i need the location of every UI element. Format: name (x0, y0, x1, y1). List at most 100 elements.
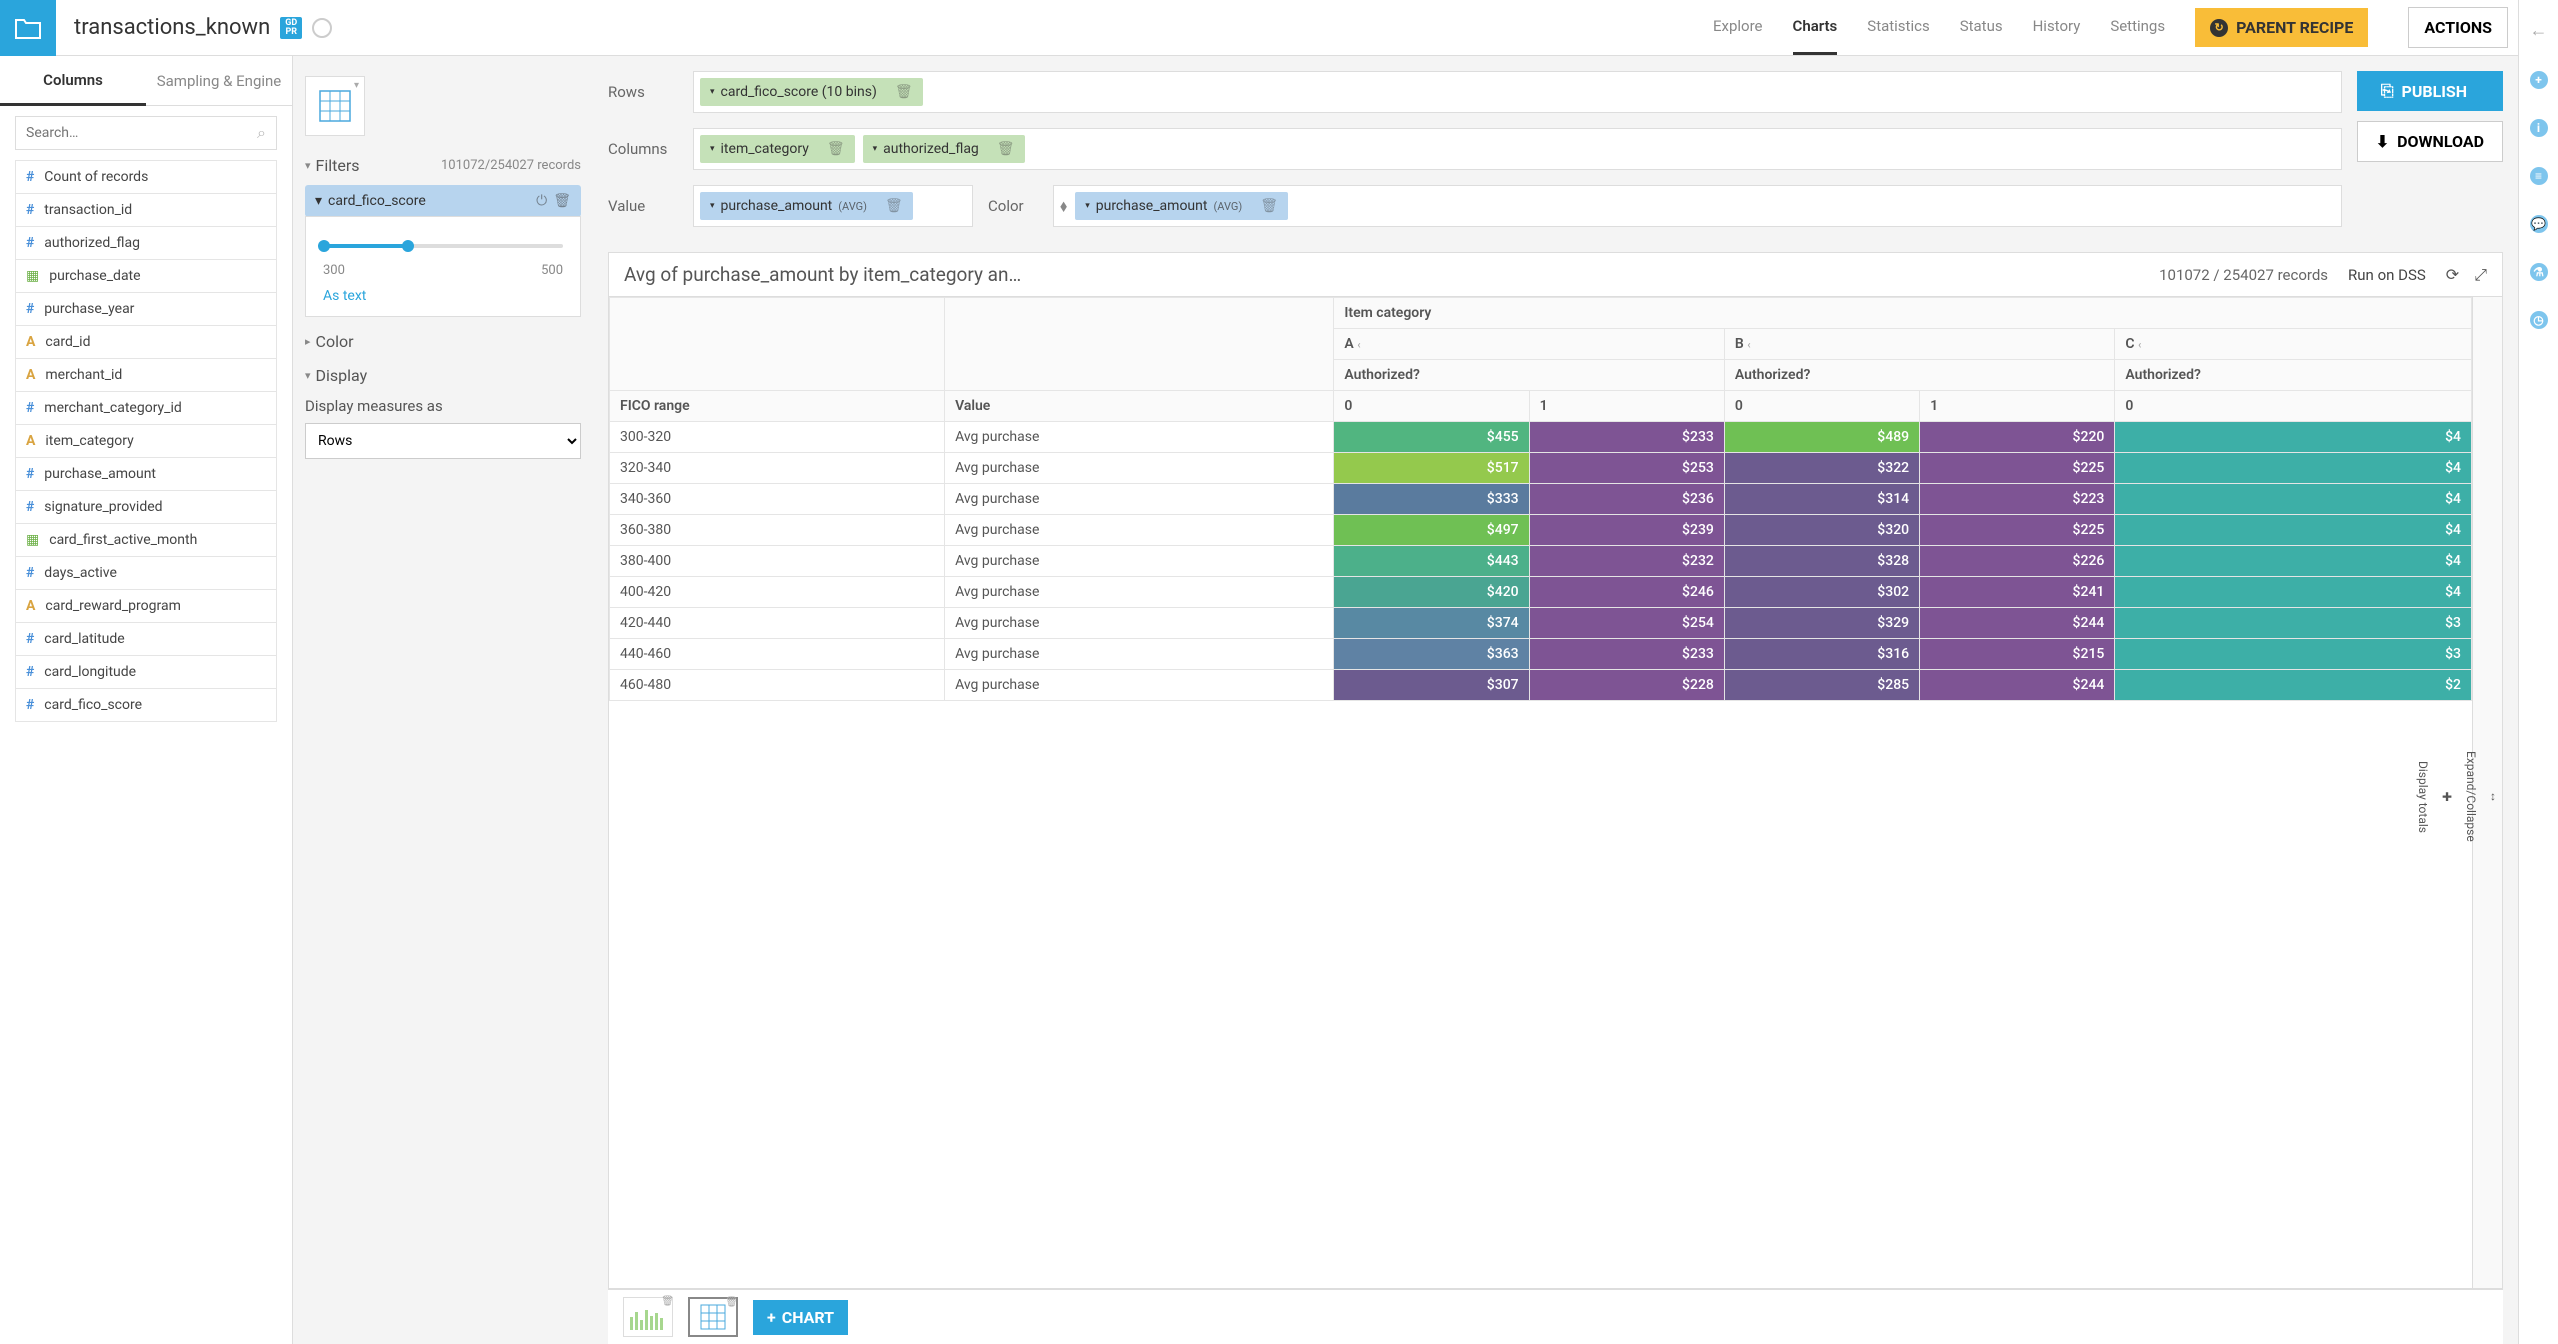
search-input[interactable] (26, 125, 257, 141)
trash-icon[interactable]: 🗑 (895, 84, 913, 100)
column-item[interactable]: Acard_id (15, 325, 277, 358)
value-cell: $239 (1529, 515, 1724, 546)
column-item[interactable]: #merchant_category_id (15, 391, 277, 424)
value-cell: $226 (1920, 546, 2115, 577)
filters-section-header[interactable]: Filters 101072/254027 records (305, 156, 581, 175)
column-item[interactable]: #days_active (15, 556, 277, 589)
power-icon[interactable]: ⏻ (536, 193, 547, 209)
gdpr-badge[interactable]: GDPR (280, 17, 302, 39)
left-sidebar: Columns Sampling & Engine ⌕ #Count of re… (0, 56, 293, 1344)
lab-circle-icon[interactable]: ⚗ (2530, 263, 2548, 281)
fico-range: 420-440 (610, 608, 945, 639)
trash-icon[interactable]: 🗑 (1260, 198, 1278, 214)
recipe-icon: ↻ (2210, 19, 2228, 37)
tab-sampling[interactable]: Sampling & Engine (146, 56, 292, 106)
chart-type-selector[interactable] (305, 76, 365, 136)
color-dropzone[interactable]: ⬧ ▾purchase_amount(AVG)🗑 (1053, 185, 2342, 227)
trash-icon[interactable]: 🗑 (553, 193, 571, 209)
column-item[interactable]: # purchase_year (15, 292, 277, 325)
column-item[interactable]: #Count of records (15, 160, 277, 193)
type-icon: # (26, 301, 34, 317)
chart-thumb-pivot[interactable]: 🗑 (688, 1297, 738, 1337)
column-item[interactable]: ▦card_first_active_month (15, 523, 277, 556)
nav-statistics[interactable]: Statistics (1867, 0, 1929, 55)
info-circle-icon[interactable]: i (2530, 119, 2548, 137)
run-on-dss[interactable]: Run on DSS (2348, 266, 2426, 284)
trash-icon[interactable]: 🗑 (885, 198, 903, 214)
display-measures-select[interactable]: Rows (305, 423, 581, 459)
value-dropzone[interactable]: ▾purchase_amount(AVG)🗑 (693, 185, 973, 227)
col-pill[interactable]: ▾item_category🗑 (700, 135, 855, 163)
filter-name: card_fico_score (328, 193, 426, 209)
nav-charts[interactable]: Charts (1793, 0, 1838, 55)
clock-circle-icon[interactable]: ◷ (2530, 311, 2548, 329)
value-cell: $3 (2115, 608, 2472, 639)
value-cell: $517 (1334, 453, 1529, 484)
pill-label: card_fico_score (10 bins) (721, 84, 877, 100)
display-section-header[interactable]: Display (305, 366, 581, 385)
column-item[interactable]: #transaction_id (15, 193, 277, 226)
type-icon: A (26, 433, 35, 449)
plus-icon[interactable]: ✚ (2440, 790, 2454, 804)
plus-circle-icon[interactable]: + (2530, 71, 2548, 89)
column-item[interactable]: Amerchant_id (15, 358, 277, 391)
value-pill[interactable]: ▾purchase_amount(AVG)🗑 (700, 192, 913, 220)
parent-recipe-button[interactable]: ↻ PARENT RECIPE (2195, 8, 2368, 47)
display-totals-label[interactable]: Display totals (2416, 761, 2430, 833)
filters-records: 101072/254027 records (441, 158, 581, 173)
actions-button[interactable]: ACTIONS (2408, 7, 2508, 48)
column-item[interactable]: #signature_provided (15, 490, 277, 523)
value-cell: $244 (1920, 670, 2115, 701)
value-cell: $228 (1529, 670, 1724, 701)
list-circle-icon[interactable]: ≡ (2530, 167, 2548, 185)
column-item[interactable]: #card_latitude (15, 622, 277, 655)
nav-explore[interactable]: Explore (1713, 0, 1763, 55)
publish-label: PUBLISH (2402, 82, 2468, 101)
trash-icon[interactable]: 🗑 (997, 141, 1015, 157)
expand-collapse-icon[interactable]: ↔ (2488, 791, 2502, 803)
nav-history[interactable]: History (2033, 0, 2081, 55)
color-section-header[interactable]: Color (305, 332, 581, 351)
column-item[interactable]: #card_longitude (15, 655, 277, 688)
column-name: purchase_year (44, 301, 134, 317)
column-name: purchase_date (49, 268, 140, 284)
add-chart-button[interactable]: + CHART (753, 1300, 848, 1335)
column-item[interactable]: ▦purchase_date (15, 259, 277, 292)
publish-button[interactable]: ⎘ PUBLISH (2357, 71, 2503, 111)
column-item[interactable]: #authorized_flag (15, 226, 277, 259)
columns-dropzone[interactable]: ▾item_category🗑 ▾authorized_flag🗑 (693, 128, 2342, 170)
filter-pill[interactable]: ▾ card_fico_score ⏻ 🗑 (305, 185, 581, 217)
filter-slider-box: 300 500 As text (305, 216, 581, 317)
dataset-icon[interactable] (0, 0, 56, 56)
column-item[interactable]: Aitem_category (15, 424, 277, 457)
chat-circle-icon[interactable]: 💬 (2530, 215, 2548, 233)
expand-collapse-label[interactable]: Expand/Collapse (2464, 751, 2478, 842)
row-label: Avg purchase (945, 577, 1334, 608)
value-cell: $4 (2115, 577, 2472, 608)
tab-columns[interactable]: Columns (0, 56, 146, 106)
row-label: Avg purchase (945, 608, 1334, 639)
refresh-icon[interactable]: ⟳ (2446, 265, 2459, 285)
row-label: Avg purchase (945, 639, 1334, 670)
compass-icon[interactable] (312, 18, 332, 38)
back-arrow-icon[interactable]: ← (2530, 20, 2548, 41)
color-pill[interactable]: ▾purchase_amount(AVG)🗑 (1075, 192, 1288, 220)
column-item[interactable]: #card_fico_score (15, 688, 277, 722)
slider[interactable] (323, 244, 563, 248)
column-item[interactable]: #purchase_amount (15, 457, 277, 490)
rows-dropzone[interactable]: ▾card_fico_score (10 bins)🗑 (693, 71, 2342, 113)
row-pill[interactable]: ▾card_fico_score (10 bins)🗑 (700, 78, 923, 106)
column-name: card_latitude (44, 631, 124, 647)
row-label: Avg purchase (945, 484, 1334, 515)
value-cell: $455 (1334, 422, 1529, 453)
nav-status[interactable]: Status (1960, 0, 2003, 55)
col-pill[interactable]: ▾authorized_flag🗑 (863, 135, 1025, 163)
column-item[interactable]: Acard_reward_program (15, 589, 277, 622)
as-text-link[interactable]: As text (323, 288, 568, 304)
chart-thumb-bars[interactable]: 🗑 (623, 1297, 673, 1337)
nav-settings[interactable]: Settings (2110, 0, 2165, 55)
fullscreen-icon[interactable]: ⤢ (2474, 265, 2487, 285)
download-button[interactable]: ⬇ DOWNLOAD (2357, 121, 2503, 162)
type-icon: A (26, 367, 35, 383)
trash-icon[interactable]: 🗑 (827, 141, 845, 157)
